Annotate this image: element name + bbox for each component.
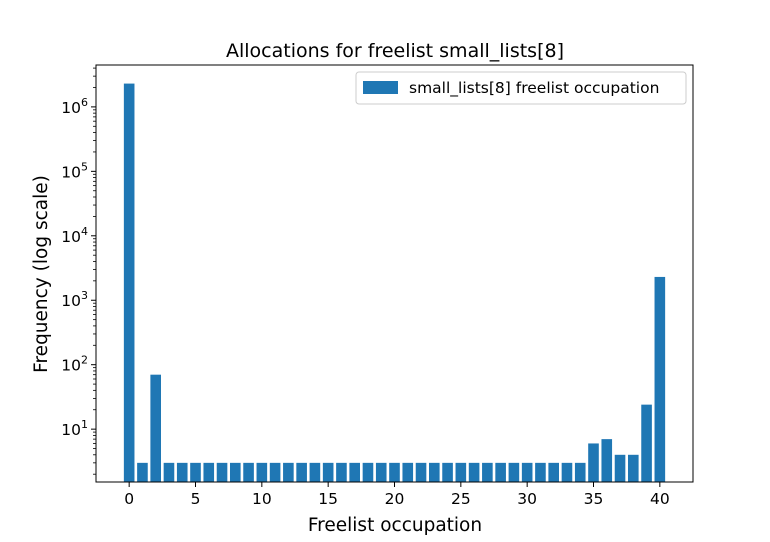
bar-10 <box>256 462 268 482</box>
bar-32 <box>548 462 559 482</box>
x-tick-label: 35 <box>584 490 604 508</box>
x-tick-label: 15 <box>318 490 338 508</box>
y-tick-label: 103 <box>61 289 88 310</box>
x-tick-label: 25 <box>451 490 471 508</box>
bar-20 <box>389 462 400 482</box>
bar-33 <box>561 462 573 482</box>
bar-12 <box>283 462 294 482</box>
bar-2 <box>150 374 161 482</box>
x-tick-label: 5 <box>191 490 201 508</box>
bar-37 <box>614 454 626 482</box>
bar-3 <box>163 462 175 482</box>
bar-29 <box>508 462 520 482</box>
bar-24 <box>442 462 453 482</box>
bar-40 <box>654 276 666 482</box>
bar-28 <box>495 462 506 482</box>
bar-35 <box>588 443 599 482</box>
chart-title: Allocations for freelist small_lists[8] <box>226 40 564 62</box>
bar-7 <box>216 462 228 482</box>
bar-6 <box>203 462 215 482</box>
bar-22 <box>415 462 427 482</box>
y-tick-label: 104 <box>61 225 88 246</box>
bar-9 <box>243 462 254 482</box>
bar-8 <box>229 462 241 482</box>
bar-5 <box>190 462 201 482</box>
bar-14 <box>309 462 321 482</box>
bar-4 <box>176 462 188 482</box>
bars <box>123 83 666 482</box>
x-tick-label: 0 <box>124 490 134 508</box>
legend-label: small_lists[8] freelist occupation <box>409 79 659 98</box>
bar-15 <box>322 462 334 482</box>
bar-23 <box>428 462 440 482</box>
y-axis-ticks: 101 102 103 104 105 106 <box>61 96 96 439</box>
bar-34 <box>574 462 586 482</box>
bar-21 <box>402 462 414 482</box>
x-tick-label: 10 <box>252 490 272 508</box>
y-axis-label: Frequency (log scale) <box>31 175 52 373</box>
x-tick-label: 40 <box>650 490 670 508</box>
x-tick-label: 20 <box>385 490 405 508</box>
legend-swatch <box>363 81 398 94</box>
bar-1 <box>137 462 148 482</box>
x-axis-ticks: 0 5 10 15 20 25 30 35 40 <box>124 482 670 508</box>
bar-16 <box>336 462 347 482</box>
bar-27 <box>482 462 493 482</box>
bar-30 <box>521 462 533 482</box>
bar-19 <box>375 462 387 482</box>
legend-box <box>355 71 687 105</box>
bar-17 <box>349 462 360 482</box>
bar-18 <box>362 462 374 482</box>
bar-38 <box>627 454 639 482</box>
y-tick-label: 106 <box>61 96 88 117</box>
y-tick-label: 102 <box>61 354 88 375</box>
bar-26 <box>468 462 480 482</box>
bar-25 <box>455 462 467 482</box>
bar-13 <box>296 462 307 482</box>
x-tick-label: 30 <box>517 490 537 508</box>
x-axis-label: Freelist occupation <box>308 515 482 536</box>
y-tick-label: 101 <box>61 418 88 439</box>
y-tick-label: 105 <box>61 160 88 181</box>
bar-11 <box>269 462 281 482</box>
bar-39 <box>641 404 652 482</box>
legend: small_lists[8] freelist occupation <box>355 71 687 105</box>
bar-31 <box>535 462 546 482</box>
bar-36 <box>601 439 613 482</box>
bar-0 <box>123 83 135 482</box>
